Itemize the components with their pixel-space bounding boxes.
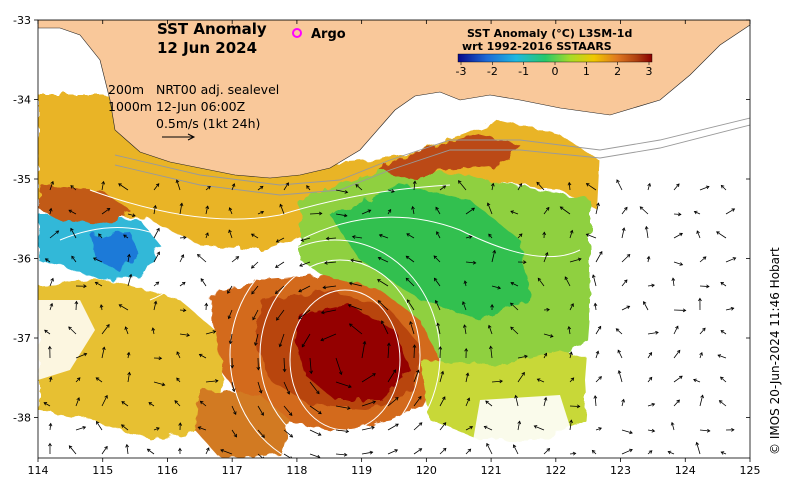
colorbar-tick-label: 3 — [646, 65, 653, 78]
colorbar-tick-label: -1 — [518, 65, 529, 78]
y-tick-label: -34 — [13, 94, 31, 107]
x-tick-label: 116 — [157, 464, 178, 477]
legend-title: SST Anomaly (°C) L3SM-1d — [467, 27, 632, 40]
x-tick-label: 118 — [286, 464, 307, 477]
x-tick-label: 121 — [481, 464, 502, 477]
argo-label: Argo — [311, 27, 346, 42]
arrow-scale-label: 0.5m/s (1kt 24h) — [156, 116, 260, 131]
colorbar-tick-label: 0 — [552, 65, 559, 78]
y-tick-label: -36 — [13, 253, 31, 266]
colorbar-tick-label: 2 — [614, 65, 621, 78]
info-block: 200m 1000m NRT00 adj. sealevel 12-Jun 06… — [108, 82, 279, 141]
depth-200: 200m — [108, 82, 144, 97]
x-tick-label: 125 — [740, 464, 761, 477]
map-title: SST Anomaly — [157, 20, 267, 38]
depth-1000: 1000m — [108, 99, 152, 114]
x-tick-label: 119 — [351, 464, 372, 477]
cloud-gaps — [38, 120, 750, 458]
map-date: 12 Jun 2024 — [157, 39, 257, 57]
current-vectors — [43, 179, 737, 458]
colorbar-tick-label: 1 — [583, 65, 590, 78]
y-tick-label: -35 — [13, 173, 31, 186]
colorbar-legend: SST Anomaly (°C) L3SM-1d wrt 1992-2016 S… — [456, 27, 653, 78]
y-tick-label: -33 — [13, 14, 31, 27]
credit-text: © IMOS 20-Jun-2024 11:46 Hobart — [768, 247, 782, 455]
y-tick-label: -38 — [13, 412, 31, 425]
sealevel-time: 12-Jun 06:00Z — [156, 99, 245, 114]
x-axis: 114 115 116 117 118 119 120 121 122 123 124 125 — [28, 20, 761, 477]
isobath-lines — [114, 117, 750, 196]
argo-marker-icon — [292, 28, 302, 38]
x-tick-label: 115 — [92, 464, 113, 477]
x-tick-label: 123 — [610, 464, 631, 477]
y-axis: -33-34-35-36-37-38 — [13, 14, 750, 425]
x-tick-label: 120 — [416, 464, 437, 477]
plot-area — [38, 20, 750, 458]
y-tick-label: -37 — [13, 332, 31, 345]
colorbar-tick-label: -3 — [456, 65, 467, 78]
x-tick-label: 122 — [545, 464, 566, 477]
x-tick-label: 117 — [222, 464, 243, 477]
x-tick-label: 114 — [28, 464, 49, 477]
sealevel-source: NRT00 adj. sealevel — [156, 82, 279, 97]
colorbar-tick-label: -2 — [487, 65, 498, 78]
x-tick-label: 124 — [675, 464, 696, 477]
legend-subtitle: wrt 1992-2016 SSTAARS — [462, 40, 612, 53]
